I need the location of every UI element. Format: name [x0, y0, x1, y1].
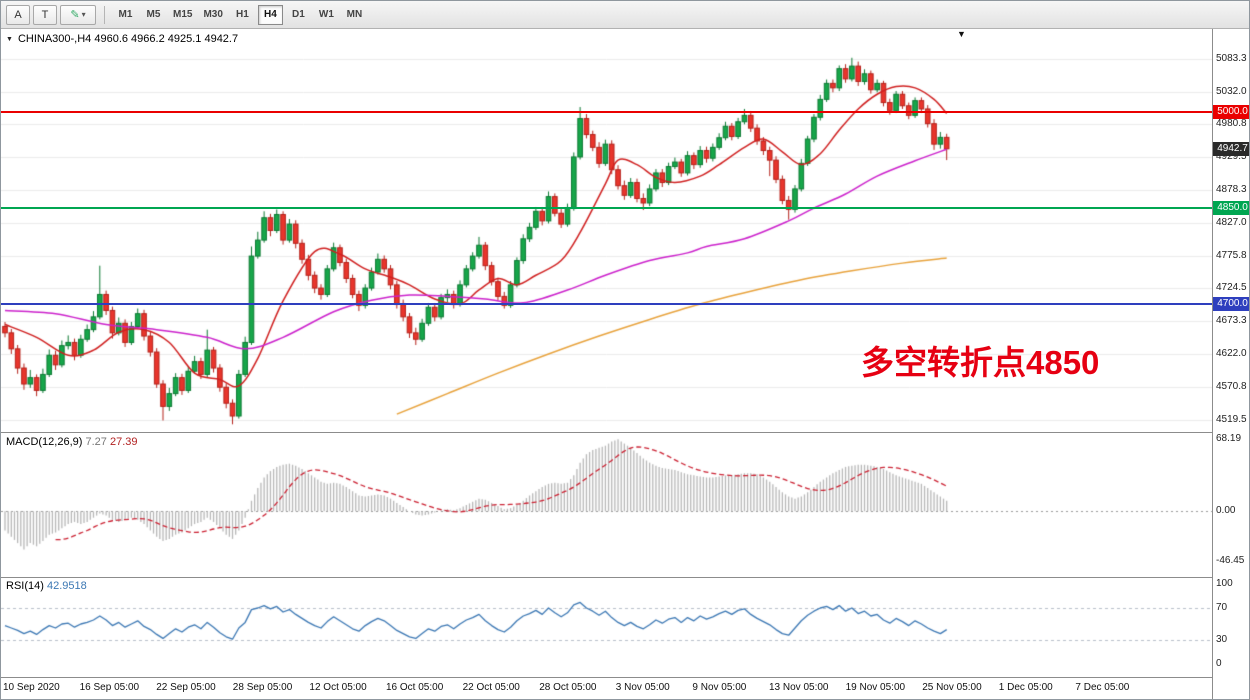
price-scale[interactable]: 5083.3 5032.0 4980.8 4929.5 4878.3 4827.0 4775… [1212, 29, 1249, 699]
timeframe-w1-button[interactable]: W1 [314, 5, 339, 25]
level-price-tag: 4700.0 [1213, 297, 1249, 312]
time-label: 3 Nov 05:00 [615, 682, 670, 693]
pencil-icon: ✎ [70, 9, 80, 21]
text-tool-button[interactable]: T [33, 4, 57, 25]
timeframe-m1-button[interactable]: M1 [113, 5, 138, 25]
price-shift-marker-icon[interactable]: ▼ [957, 29, 966, 39]
time-label: 10 Sep 2020 [3, 682, 60, 693]
time-label: 16 Oct 05:00 [386, 682, 444, 693]
rsi-value: 42.9518 [46, 580, 87, 592]
macd-panel-canvas[interactable] [1, 433, 1212, 577]
price-tick-label: 4673.3 [1216, 315, 1247, 327]
price-tick-label: 4622.0 [1216, 347, 1247, 359]
time-scale[interactable]: 10 Sep 2020 16 Sep 05:00 22 Sep 05:00 28 Se… [1, 678, 1212, 699]
time-label: 22 Sep 05:00 [156, 682, 216, 693]
macd-axis-label: 0.00 [1216, 505, 1236, 517]
time-label: 22 Oct 05:00 [462, 682, 520, 693]
toolbar: A T ✎ ▾ M1 M5 M15 M30 H1 H4 D1 W1 MN [1, 1, 1249, 29]
price-tick-label: 5083.3 [1216, 52, 1247, 64]
toolbar-separator [104, 5, 105, 24]
timeframe-m5-button[interactable]: M5 [141, 5, 166, 25]
rsi-name: RSI(14) [6, 580, 44, 592]
timeframe-mn-button[interactable]: MN [342, 5, 367, 25]
timeframe-h1-button[interactable]: H1 [230, 5, 255, 25]
price-tick-label: 5032.0 [1216, 85, 1247, 97]
rsi-axis-label: 0 [1216, 658, 1222, 669]
rsi-axis-label: 30 [1216, 634, 1228, 645]
level-price-tag: 4850.0 [1213, 201, 1249, 216]
time-label: 13 Nov 05:00 [769, 682, 829, 693]
timeframe-h4-button[interactable]: H4 [257, 4, 283, 25]
main-chart-canvas[interactable] [1, 29, 1212, 432]
time-label: 12 Oct 05:00 [309, 682, 367, 693]
price-tick-label: 4519.5 [1216, 413, 1247, 425]
chart-header: ▼ CHINA300-,H4 4960.6 4966.2 4925.1 4942… [6, 33, 238, 45]
time-label: 25 Nov 05:00 [922, 682, 982, 693]
time-label: 9 Nov 05:00 [692, 682, 747, 693]
macd-value-main: 7.27 [85, 436, 107, 448]
current-price-tag: 4942.7 [1213, 141, 1249, 156]
macd-value-signal: 27.39 [109, 436, 138, 448]
panel-splitter-rsi[interactable] [1, 577, 1249, 578]
rsi-indicator-label: RSI(14) 42.9518 [6, 580, 87, 592]
timeframe-m30-button[interactable]: M30 [199, 5, 226, 25]
rsi-axis-label: 100 [1216, 578, 1233, 589]
time-label: 19 Nov 05:00 [845, 682, 906, 693]
price-tick-label: 4570.8 [1216, 380, 1247, 392]
time-label: 7 Dec 05:00 [1075, 682, 1130, 693]
macd-indicator-label: MACD(12,26,9) 7.27 27.39 [6, 436, 138, 448]
macd-axis-label: 68.19 [1216, 433, 1242, 445]
time-label: 28 Oct 05:00 [539, 682, 597, 693]
time-label: 28 Sep 05:00 [232, 682, 293, 693]
time-label: 1 Dec 05:00 [998, 682, 1053, 693]
chevron-down-icon: ▾ [81, 10, 86, 19]
annotate-button[interactable]: A [6, 4, 30, 25]
time-label: 16 Sep 05:00 [79, 682, 140, 693]
price-tick-label: 4929.5 [1216, 151, 1247, 163]
macd-name: MACD(12,26,9) [6, 436, 83, 448]
price-tick-label: 4827.0 [1216, 216, 1247, 228]
chart-annotation-text: 多空转折点4850 [861, 344, 1100, 381]
macd-axis-label: -46.45 [1216, 554, 1245, 566]
panel-splitter-macd[interactable] [1, 432, 1249, 433]
price-tick-label: 4980.8 [1216, 118, 1247, 130]
price-tick-label: 4775.8 [1216, 249, 1247, 261]
time-axis-separator [1, 677, 1249, 678]
drawing-tools-button[interactable]: ✎ ▾ [60, 4, 96, 25]
level-price-tag: 5000.0 [1213, 105, 1249, 120]
chart-context-arrow-icon[interactable]: ▼ [6, 35, 13, 43]
price-tick-label: 4878.3 [1216, 184, 1247, 195]
rsi-panel-canvas[interactable] [1, 578, 1212, 677]
timeframe-m15-button[interactable]: M15 [169, 5, 196, 25]
chart-symbol-ohlc-label: CHINA300-,H4 4960.6 4966.2 4925.1 4942.7 [17, 33, 239, 45]
price-tick-label: 4724.5 [1216, 282, 1247, 294]
timeframe-d1-button[interactable]: D1 [286, 5, 311, 25]
rsi-axis-label: 70 [1216, 602, 1228, 613]
